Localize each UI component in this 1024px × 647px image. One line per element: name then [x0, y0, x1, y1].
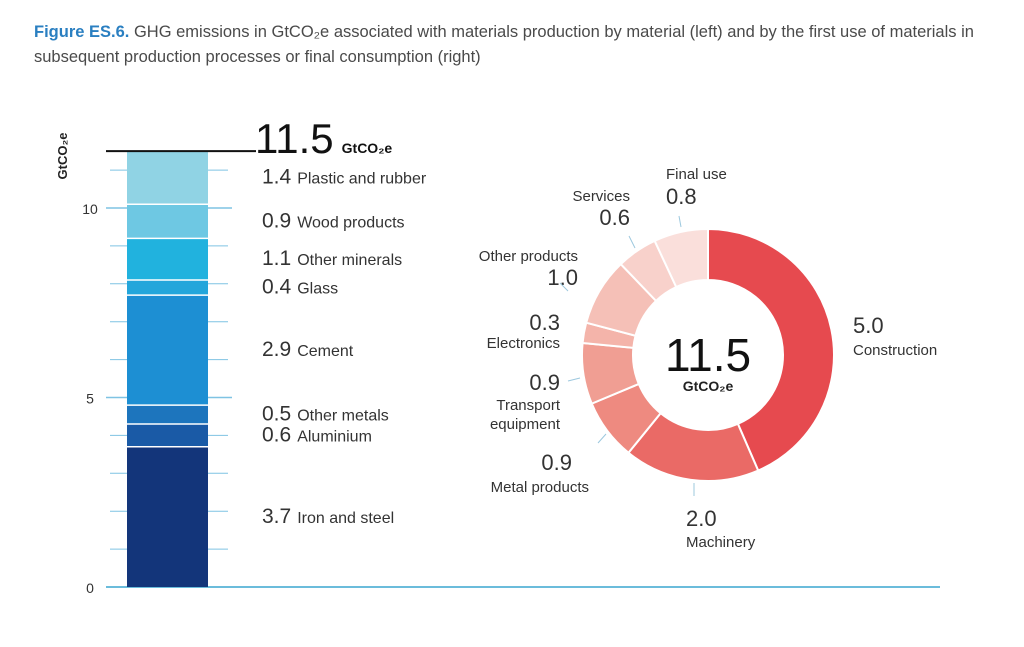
donut-value-label-final-use: 0.8: [666, 184, 697, 209]
leader-line: [567, 377, 581, 382]
category-line: Transport: [496, 397, 560, 414]
donut-slice-final-use: [653, 227, 709, 289]
category-line: equipment: [490, 416, 561, 433]
category-line: Electronics: [487, 335, 560, 352]
y-tick-label: 5: [86, 391, 94, 407]
segment-name: Wood products: [297, 214, 404, 231]
bar-segment-aluminium: [127, 424, 208, 447]
segment-name: Other minerals: [297, 252, 402, 269]
segment-label-wood-products: 0.9 Wood products: [262, 209, 405, 232]
bar-segment-other-metals: [127, 405, 208, 425]
donut-value-label-machinery: 2.0: [686, 506, 717, 531]
donut-category-label-transport-equipment: Transport equipment: [490, 397, 561, 433]
leader-line: [559, 282, 569, 292]
segment-name: Glass: [297, 281, 338, 298]
donut-center-unit: GtCO₂e: [683, 378, 734, 394]
donut-value-label-services: 0.6: [599, 205, 630, 230]
segment-name: Iron and steel: [297, 510, 394, 527]
donut-chart: 5.0 Construction 2.0 Machinery 0.9 Metal prod…: [479, 166, 937, 551]
segment-value: 0.5: [262, 403, 291, 426]
donut-category-label-other-products: Other products: [479, 248, 578, 265]
segment-name: Other metals: [297, 408, 389, 425]
segment-label-plastic-and-rubber: 1.4 Plastic and rubber: [262, 166, 427, 189]
category-line: Machinery: [686, 534, 756, 551]
donut-value-label-transport-equipment: 0.9: [529, 370, 560, 395]
bar-segment-glass: [127, 280, 208, 296]
segment-value: 2.9: [262, 338, 291, 361]
donut-category-label-metal-products: Metal products: [491, 479, 589, 496]
figure-label: Figure ES.6.: [34, 23, 130, 41]
donut-value-label-electronics: 0.3: [529, 310, 560, 335]
donut-slice-construction: [707, 227, 835, 472]
figure-caption-text: GHG emissions in GtCO₂e associated with …: [34, 23, 974, 66]
segment-label-aluminium: 0.6 Aluminium: [262, 423, 372, 446]
y-axis-label: GtCO₂e: [55, 133, 70, 180]
segment-name: Plastic and rubber: [297, 171, 427, 188]
segment-label-iron-and-steel: 3.7 Iron and steel: [262, 505, 394, 528]
segment-name: Aluminium: [297, 428, 372, 445]
figure-caption: Figure ES.6. GHG emissions in GtCO₂e ass…: [34, 20, 1004, 70]
stack-total-unit: GtCO₂e: [342, 140, 393, 156]
bar-segment-cement: [127, 295, 208, 406]
segment-label-cement: 2.9 Cement: [262, 338, 354, 361]
donut-category-label-machinery: Machinery: [686, 534, 756, 551]
category-line: Services: [572, 188, 630, 205]
segment-value: 0.6: [262, 423, 291, 446]
donut-category-label-construction: Construction: [853, 342, 937, 359]
leader-line: [597, 433, 607, 444]
stack-total-label: 11.5 GtCO₂e: [255, 115, 392, 162]
y-tick-label: 0: [86, 580, 94, 596]
donut-center-value: 11.5: [665, 329, 751, 381]
donut-category-label-final-use: Final use: [666, 166, 727, 183]
stack-total-value: 11.5: [255, 115, 334, 162]
bar-segment-wood-products: [127, 204, 208, 239]
y-tick-label: 10: [82, 201, 98, 217]
segment-name: Cement: [297, 343, 354, 360]
donut-value-label-metal-products: 0.9: [541, 450, 572, 475]
bar-segment-plastic-and-rubber: [127, 151, 208, 205]
segment-value: 3.7: [262, 505, 291, 528]
category-line: Final use: [666, 166, 727, 183]
segment-value: 0.4: [262, 276, 292, 299]
segment-value: 1.1: [262, 247, 291, 270]
donut-category-label-services: Services: [572, 188, 630, 205]
donut-value-label-construction: 5.0: [853, 313, 884, 338]
category-line: Construction: [853, 342, 937, 359]
bar-segment-iron-and-steel: [127, 446, 208, 587]
donut-category-label-electronics: Electronics: [487, 335, 560, 352]
bar-segment-other-minerals: [127, 238, 208, 281]
leader-line: [678, 215, 682, 228]
category-line: Other products: [479, 248, 578, 265]
category-line: Metal products: [491, 479, 589, 496]
leader-line: [628, 235, 636, 249]
segment-value: 1.4: [262, 166, 292, 189]
segment-value: 0.9: [262, 209, 291, 232]
segment-label-other-metals: 0.5 Other metals: [262, 403, 389, 426]
segment-label-glass: 0.4 Glass: [262, 276, 338, 299]
segment-label-other-minerals: 1.1 Other minerals: [262, 247, 402, 270]
